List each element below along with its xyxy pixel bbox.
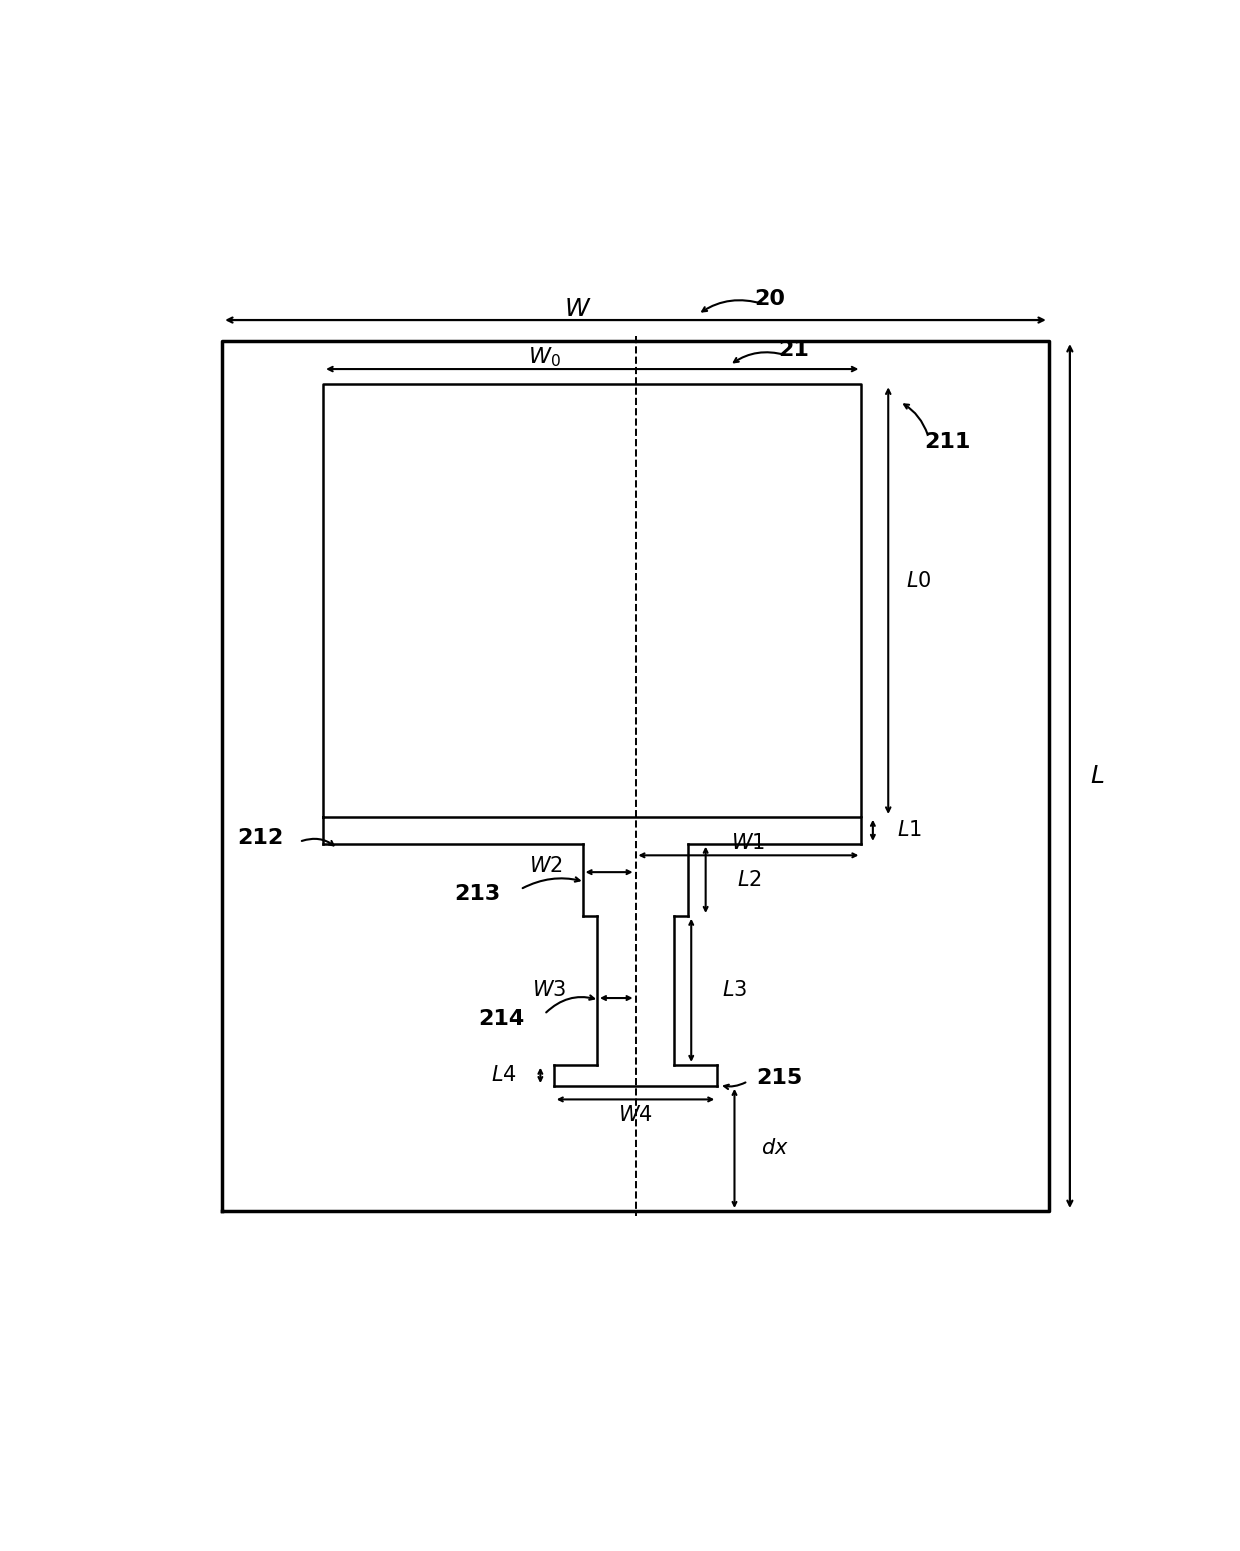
Text: $W4$: $W4$ <box>618 1104 653 1124</box>
Text: $L3$: $L3$ <box>722 980 748 1000</box>
Text: 20: 20 <box>754 288 786 309</box>
Text: $L2$: $L2$ <box>737 870 761 890</box>
Text: $W_0$: $W_0$ <box>528 346 560 369</box>
Text: $W2$: $W2$ <box>529 856 563 876</box>
Text: 211: 211 <box>925 433 971 451</box>
Text: 215: 215 <box>756 1069 802 1089</box>
Text: 213: 213 <box>454 884 500 904</box>
Text: 21: 21 <box>779 340 810 360</box>
Text: $W3$: $W3$ <box>532 980 567 1000</box>
Text: $dx$: $dx$ <box>761 1138 789 1159</box>
Text: $W$: $W$ <box>564 296 591 321</box>
Text: 212: 212 <box>238 828 284 848</box>
Text: $L0$: $L0$ <box>906 571 931 591</box>
Text: $L$: $L$ <box>1090 765 1104 788</box>
Text: 214: 214 <box>477 1010 525 1030</box>
Text: $L1$: $L1$ <box>897 820 921 841</box>
Text: $W1$: $W1$ <box>732 833 765 853</box>
Text: $L4$: $L4$ <box>491 1066 517 1086</box>
